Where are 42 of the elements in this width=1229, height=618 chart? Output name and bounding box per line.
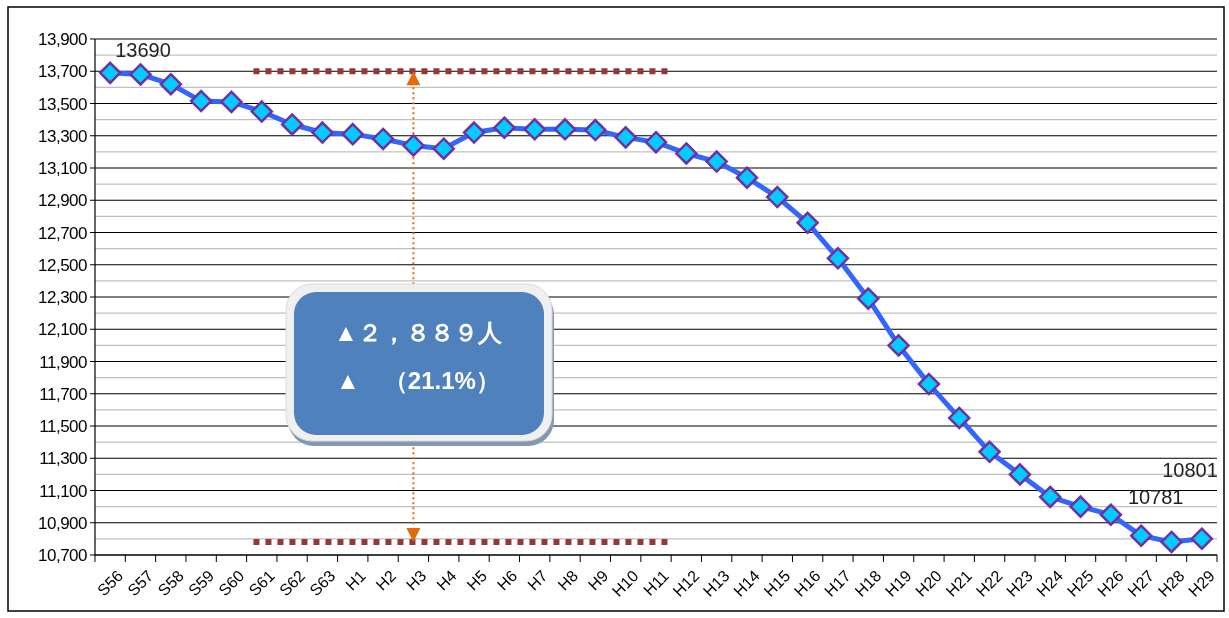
y-tick-label: 11,300	[39, 449, 88, 469]
x-tick-label: S60	[215, 566, 248, 600]
y-tick-label: 10,700	[38, 546, 88, 565]
x-tick-label: S62	[276, 566, 309, 600]
x-tick-label: H23	[1003, 566, 1036, 600]
data-label: 10801	[1162, 458, 1218, 481]
x-tick-label: H3	[402, 566, 430, 594]
x-tick-label: S57	[124, 566, 157, 600]
x-tick-label: S61	[245, 566, 278, 600]
y-tick-label: 12,100	[38, 320, 88, 340]
x-tick-label: H1	[342, 566, 369, 594]
y-tick-label: 11,700	[39, 384, 88, 404]
y-tick-label: 12,700	[38, 223, 88, 243]
y-tick-label: 12,500	[38, 255, 88, 275]
callout: ▲２，８８９人 ▲ （21.1%）	[285, 283, 554, 446]
x-tick-label: S56	[94, 566, 127, 600]
y-tick-label: 10,900	[38, 513, 88, 533]
y-tick-label: 12,300	[38, 288, 88, 307]
y-tick-label: 11,500	[39, 417, 88, 436]
y-tick-label: 13,900	[38, 30, 88, 49]
y-tick-label: 13,300	[38, 126, 88, 146]
x-tick-label: H6	[493, 566, 521, 594]
y-tick-label: 13,500	[38, 94, 88, 114]
x-tick-label: H4	[433, 566, 460, 594]
y-tick-label: 12,900	[38, 191, 88, 211]
data-label: 10781	[1127, 485, 1184, 508]
x-tick-label: H29	[1185, 566, 1218, 600]
x-tick-label: S63	[306, 566, 339, 600]
data-label: 13690	[115, 38, 171, 61]
x-tick-label: S59	[185, 566, 218, 600]
x-tick-label: H2	[372, 566, 400, 594]
annotation: ▲２，８８９人	[334, 319, 503, 346]
y-tick-label: 11,100	[39, 481, 88, 501]
x-tick-label: H8	[554, 566, 582, 594]
y-tick-label: 11,900	[39, 352, 88, 372]
y-tick-label: 13,100	[38, 159, 88, 178]
x-tick-label: H7	[524, 566, 551, 594]
annotation: ▲ （21.1%）	[336, 367, 500, 394]
x-tick-label: H26	[1094, 566, 1127, 600]
x-tick-label: H5	[463, 566, 491, 594]
y-tick-label: 13,700	[38, 62, 88, 82]
x-tick-label: S58	[154, 566, 187, 600]
